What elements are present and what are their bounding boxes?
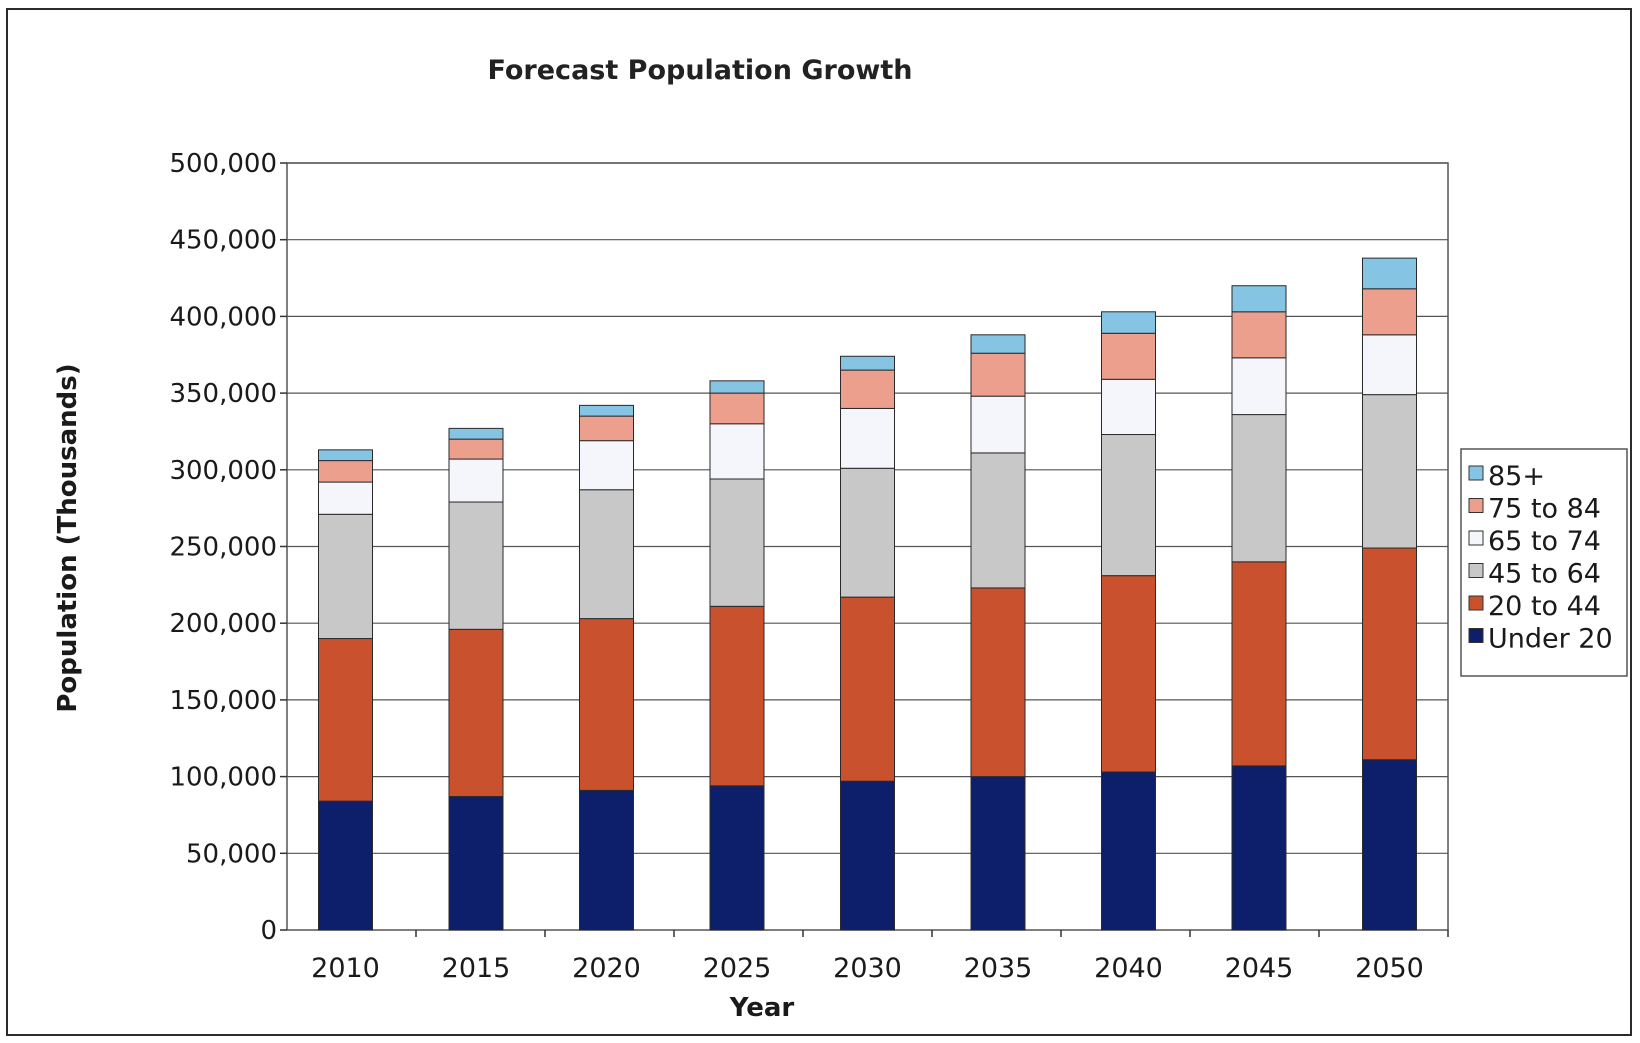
bar-segment-75-to-84-2015 bbox=[448, 438, 504, 460]
bar-segment-85--2035 bbox=[970, 334, 1026, 354]
bar-segment-20-to-44-2040 bbox=[1101, 575, 1156, 773]
bar-segment-85--2030 bbox=[840, 355, 895, 371]
bar-segment-under-20-2015 bbox=[448, 796, 504, 931]
chart-title: Forecast Population Growth bbox=[488, 55, 913, 86]
bar-segment-45-to-64-2035 bbox=[970, 452, 1026, 589]
bar-segment-under-20-2010 bbox=[318, 800, 373, 931]
bar-segment-75-to-84-2030 bbox=[840, 369, 895, 409]
bar-segment-45-to-64-2045 bbox=[1231, 414, 1287, 563]
legend-label: Under 20 bbox=[1488, 624, 1613, 655]
x-tick-label: 2050 bbox=[1355, 953, 1424, 984]
legend-swatch bbox=[1468, 465, 1484, 481]
x-tick-label: 2035 bbox=[964, 953, 1033, 984]
legend-swatch bbox=[1468, 563, 1484, 578]
y-tick-label: 500,000 bbox=[169, 149, 277, 179]
bar-segment-65-to-74-2050 bbox=[1362, 334, 1417, 396]
bar-segment-85--2045 bbox=[1231, 285, 1287, 313]
y-tick-label: 250,000 bbox=[169, 533, 277, 563]
bar-segment-75-to-84-2035 bbox=[970, 352, 1026, 397]
legend-swatch bbox=[1468, 628, 1484, 643]
y-tick-label: 50,000 bbox=[186, 839, 277, 869]
bar-segment-65-to-74-2010 bbox=[318, 481, 373, 515]
legend-label: 65 to 74 bbox=[1488, 526, 1601, 557]
bar-segment-85--2020 bbox=[579, 404, 634, 417]
bar-segment-45-to-64-2020 bbox=[579, 489, 634, 620]
bar-segment-75-to-84-2045 bbox=[1231, 311, 1287, 359]
bar-segment-20-to-44-2010 bbox=[318, 638, 373, 802]
bar-segment-75-to-84-2050 bbox=[1362, 288, 1417, 336]
bar-segment-85--2015 bbox=[448, 427, 504, 440]
bar-segment-85--2025 bbox=[709, 380, 765, 394]
bar-segment-under-20-2050 bbox=[1362, 759, 1417, 931]
y-tick-label: 450,000 bbox=[169, 226, 277, 256]
bar-segment-85--2010 bbox=[318, 449, 373, 462]
legend-swatch bbox=[1468, 595, 1484, 611]
y-tick-label: 350,000 bbox=[169, 379, 277, 409]
y-tick-label: 100,000 bbox=[169, 763, 277, 793]
y-tick-label: 400,000 bbox=[169, 302, 277, 332]
bar-segment-75-to-84-2010 bbox=[318, 460, 373, 483]
bar-segment-20-to-44-2050 bbox=[1362, 547, 1417, 761]
bar-segment-under-20-2035 bbox=[970, 776, 1026, 931]
legend-label: 20 to 44 bbox=[1488, 591, 1601, 622]
bar-segment-45-to-64-2015 bbox=[448, 501, 504, 630]
y-tick-label: 200,000 bbox=[169, 609, 277, 639]
x-tick-label: 2040 bbox=[1094, 953, 1163, 984]
x-tick-label: 2025 bbox=[703, 953, 772, 984]
bar-segment-75-to-84-2040 bbox=[1101, 332, 1156, 380]
bar-segment-65-to-74-2030 bbox=[840, 407, 895, 469]
x-axis-label: Year bbox=[729, 993, 795, 1023]
y-tick-label: 300,000 bbox=[169, 456, 277, 486]
x-tick-label: 2045 bbox=[1225, 953, 1294, 984]
y-tick-label: 150,000 bbox=[169, 686, 277, 716]
bar-segment-45-to-64-2040 bbox=[1101, 434, 1156, 577]
bar-segment-under-20-2040 bbox=[1101, 771, 1156, 931]
y-axis-label: Population (Thousands) bbox=[53, 363, 83, 712]
bar-segment-65-to-74-2025 bbox=[709, 423, 765, 480]
plot-area: 0 50,000 100,000 150,000 200,000 250,000 300,0… bbox=[169, 149, 1449, 984]
bar-segment-85--2040 bbox=[1101, 311, 1156, 334]
bar-segment-20-to-44-2030 bbox=[840, 596, 895, 782]
bar-segment-85--2050 bbox=[1362, 257, 1417, 290]
legend-swatch bbox=[1468, 530, 1484, 546]
bar-segment-20-to-44-2025 bbox=[709, 605, 765, 787]
x-tick-label: 2030 bbox=[833, 953, 902, 984]
legend-label: 45 to 64 bbox=[1488, 559, 1601, 590]
bar-segment-65-to-74-2040 bbox=[1101, 378, 1156, 436]
bar-segment-45-to-64-2010 bbox=[318, 513, 373, 640]
bar-segment-20-to-44-2015 bbox=[448, 628, 504, 798]
bar-segment-45-to-64-2025 bbox=[709, 478, 765, 607]
x-tick-label: 2020 bbox=[572, 953, 641, 984]
bar-segment-75-to-84-2020 bbox=[579, 415, 634, 442]
bar-segment-65-to-74-2015 bbox=[448, 458, 504, 503]
x-tick-label: 2010 bbox=[311, 953, 380, 984]
bar-segment-65-to-74-2035 bbox=[970, 395, 1026, 454]
bar-segment-65-to-74-2045 bbox=[1231, 357, 1287, 416]
bar-segment-20-to-44-2045 bbox=[1231, 561, 1287, 767]
legend-label: 75 to 84 bbox=[1488, 494, 1601, 525]
bar-segment-under-20-2045 bbox=[1231, 765, 1287, 931]
bar-segment-45-to-64-2030 bbox=[840, 467, 895, 598]
bar-segment-under-20-2020 bbox=[579, 789, 634, 931]
legend-label: 85+ bbox=[1488, 461, 1545, 492]
bar-segment-20-to-44-2035 bbox=[970, 587, 1026, 778]
legend-box bbox=[1460, 448, 1628, 677]
y-tick-label: 0 bbox=[260, 916, 277, 946]
bar-segment-20-to-44-2020 bbox=[579, 618, 634, 791]
bar-segment-under-20-2025 bbox=[709, 785, 765, 931]
bar-segment-45-to-64-2050 bbox=[1362, 394, 1417, 549]
legend-swatch bbox=[1468, 498, 1484, 513]
bar-segment-under-20-2030 bbox=[840, 780, 895, 931]
x-tick-label: 2015 bbox=[442, 953, 511, 984]
bar-segment-65-to-74-2020 bbox=[579, 440, 634, 491]
bar-segment-75-to-84-2025 bbox=[709, 392, 765, 425]
